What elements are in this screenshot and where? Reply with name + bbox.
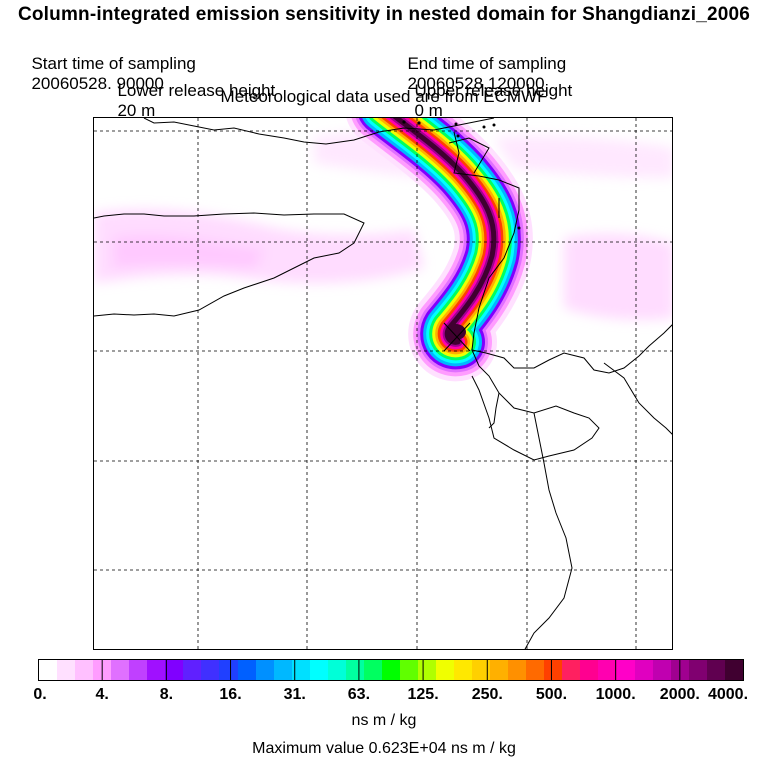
maximum-value-label: Maximum value <box>252 740 365 757</box>
color-scale-swatch <box>75 660 94 680</box>
color-scale-swatch <box>526 660 545 680</box>
color-scale-swatch <box>417 660 437 680</box>
color-scale-tick-label: 63. <box>347 686 371 703</box>
color-scale-swatch <box>580 660 599 680</box>
color-scale-swatch <box>111 660 130 680</box>
color-scale-swatch <box>201 660 220 680</box>
upper-release-label: Upper release height <box>414 81 573 100</box>
color-scale-swatch <box>688 660 707 680</box>
map-frame <box>93 117 673 650</box>
color-scale-swatch <box>598 660 617 680</box>
color-scale-swatch <box>183 660 202 680</box>
color-scale-swatch <box>255 660 274 680</box>
start-time-line: Start time of sampling 20060528. 90000 <box>22 34 196 94</box>
color-scale-swatch <box>616 660 635 680</box>
color-scale-tick-label: 500. <box>535 686 568 703</box>
upper-release-line: Upper release height 0 m <box>405 61 572 121</box>
color-scale-tick-label: 4. <box>95 686 109 703</box>
color-scale-bar <box>38 659 744 681</box>
color-scale-swatch <box>490 660 509 680</box>
end-time-line: End time of sampling 20060528.120000 <box>398 34 566 94</box>
emission-map <box>94 118 672 649</box>
color-scale-swatch <box>508 660 527 680</box>
lower-release-line: Lower release height 20 m <box>108 61 275 121</box>
lat-lon-grid <box>94 118 672 649</box>
color-scale-swatch <box>399 660 418 680</box>
color-scale-swatch <box>472 660 491 680</box>
end-time-value: 20060528.120000 <box>407 74 545 93</box>
color-scale-swatch <box>327 660 346 680</box>
color-scale-swatch <box>219 660 238 680</box>
color-scale-tick-label: 4000. <box>707 686 749 703</box>
color-scale-swatch <box>706 660 725 680</box>
start-time-label: Start time of sampling <box>31 54 196 73</box>
color-scale-swatch <box>562 660 581 680</box>
plume-core <box>446 324 466 340</box>
color-scale-swatch <box>237 660 256 680</box>
start-time-value: 20060528. 90000 <box>31 74 164 93</box>
color-scale-swatch <box>147 660 166 680</box>
color-scale-swatch <box>544 660 563 680</box>
color-scale-swatch <box>309 660 328 680</box>
colorbar-units: ns m / kg <box>351 712 417 729</box>
color-scale-swatch <box>724 660 743 680</box>
maximum-value: 0.623E+04 ns m / kg <box>368 740 516 757</box>
background-sensitivity-haze <box>94 132 672 320</box>
color-scale-tick-label: 2000. <box>659 686 700 703</box>
color-scale-tick-label: 0. <box>33 686 47 703</box>
color-scale-tick-label: 16. <box>219 686 242 703</box>
color-scale-swatch <box>436 660 455 680</box>
lower-release-value: 20 m <box>117 101 156 120</box>
color-scale-swatch <box>363 660 382 680</box>
color-scale-tick-label: 8. <box>159 686 174 703</box>
maximum-value-line: Maximum value 0.623E+04 ns m / kg <box>0 740 768 758</box>
color-scale-swatch <box>291 660 310 680</box>
color-scale-tick-label: 125. <box>407 686 439 703</box>
color-scale-swatch <box>273 660 292 680</box>
island-dots <box>402 120 521 230</box>
coastlines <box>94 118 672 649</box>
map-title: Column-integrated emission sensitivity i… <box>17 4 751 25</box>
color-scale-swatch <box>165 660 184 680</box>
color-scale-swatch <box>652 660 671 680</box>
color-scale-tick-label: 250. <box>471 686 503 703</box>
end-time-label: End time of sampling <box>407 54 567 73</box>
color-scale-swatch <box>129 660 148 680</box>
color-scale-swatch <box>634 660 653 680</box>
color-scale-tick-label: 31. <box>283 686 306 703</box>
color-scale-swatch <box>93 660 112 680</box>
color-scale-swatch <box>57 660 76 680</box>
color-scale-swatch <box>39 660 58 680</box>
plume <box>346 118 533 382</box>
color-scale-swatch <box>381 660 400 680</box>
color-scale-swatch <box>454 660 473 680</box>
lower-release-label: Lower release height <box>117 81 276 100</box>
color-scale-swatch <box>670 660 689 680</box>
receptor-marker <box>443 322 471 352</box>
color-scale-swatch <box>345 660 364 680</box>
color-scale-tick-label: 1000. <box>595 686 636 703</box>
met-data-line: Meteorological data used are from ECMWF <box>220 87 548 106</box>
upper-release-value: 0 m <box>414 101 443 120</box>
